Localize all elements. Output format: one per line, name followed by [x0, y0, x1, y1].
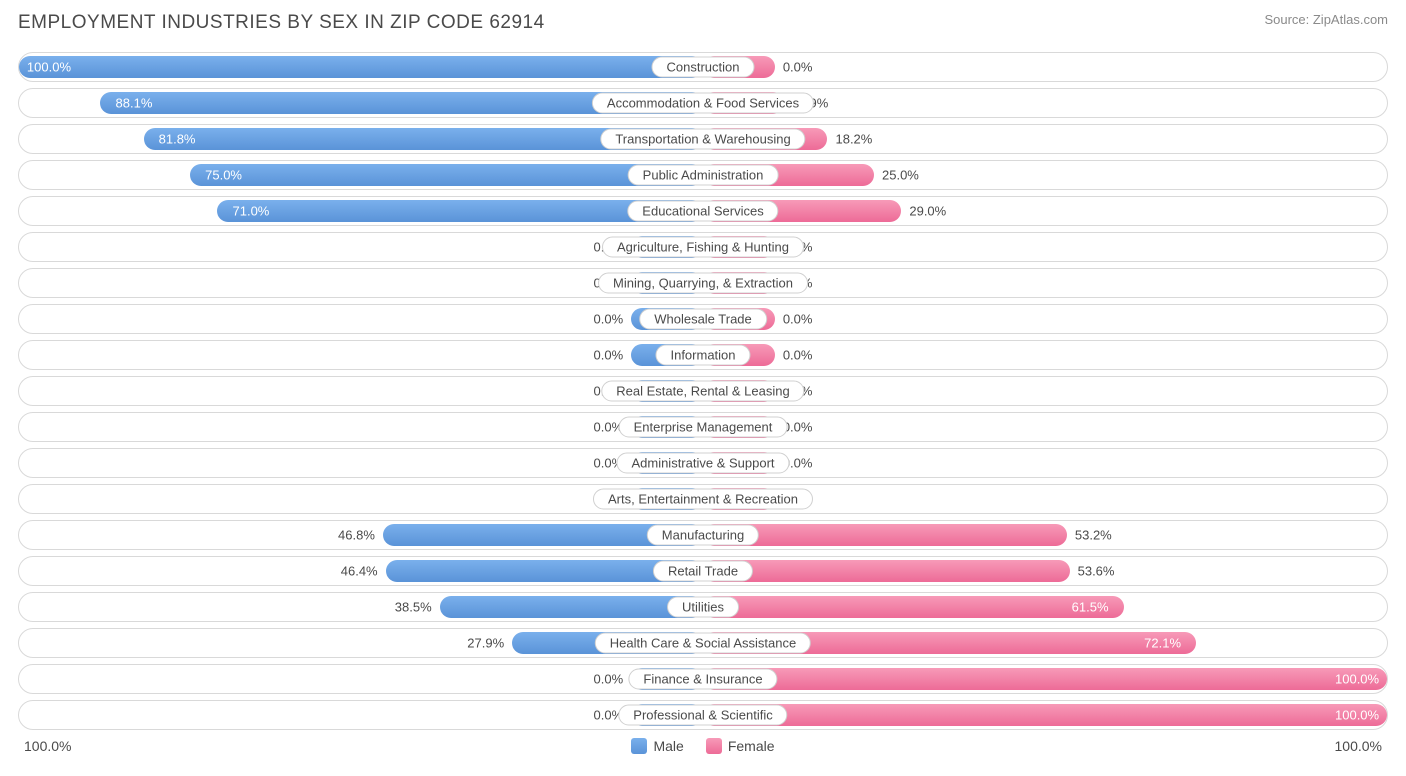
chart-row: 0.0% 0.0% Information [18, 340, 1388, 370]
male-value: 0.0% [594, 348, 624, 363]
chart-row: 38.5% 61.5% Utilities [18, 592, 1388, 622]
male-value: 38.5% [395, 600, 432, 615]
female-value: 53.2% [1075, 528, 1112, 543]
legend-female: Female [706, 738, 775, 754]
male-value: 71.0% [233, 204, 270, 219]
female-value: 72.1% [1144, 636, 1181, 651]
legend: Male Female [631, 738, 774, 754]
female-value: 0.0% [783, 312, 813, 327]
female-value: 53.6% [1078, 564, 1115, 579]
female-bar [703, 704, 1387, 726]
chart-row: 0.0%0.0%Agriculture, Fishing & Hunting [18, 232, 1388, 262]
category-label: Wholesale Trade [639, 309, 767, 330]
category-label: Information [655, 345, 750, 366]
female-value: 100.0% [1335, 708, 1379, 723]
category-label: Transportation & Warehousing [600, 129, 805, 150]
category-label: Retail Trade [653, 561, 753, 582]
category-label: Mining, Quarrying, & Extraction [598, 273, 808, 294]
chart-source: Source: ZipAtlas.com [1264, 12, 1388, 27]
chart-header: EMPLOYMENT INDUSTRIES BY SEX IN ZIP CODE… [18, 12, 1388, 34]
category-label: Professional & Scientific [618, 705, 787, 726]
category-label: Accommodation & Food Services [592, 93, 814, 114]
axis-left-label: 100.0% [24, 738, 71, 754]
male-bar [440, 596, 703, 618]
female-value: 100.0% [1335, 672, 1379, 687]
female-value: 29.0% [909, 204, 946, 219]
female-bar [703, 596, 1124, 618]
chart-row: 27.9% 72.1% Health Care & Social Assistanc… [18, 628, 1388, 658]
category-label: Agriculture, Fishing & Hunting [602, 237, 804, 258]
chart-row: 0.0%0.0%Mining, Quarrying, & Extraction [18, 268, 1388, 298]
chart-row: 46.4% 53.6% Retail Trade [18, 556, 1388, 586]
legend-male-label: Male [653, 738, 683, 754]
female-value: 0.0% [783, 60, 813, 75]
male-value: 75.0% [205, 168, 242, 183]
male-swatch [631, 738, 647, 754]
category-label: Public Administration [628, 165, 779, 186]
chart-row: 0.0%0.0%Real Estate, Rental & Leasing [18, 376, 1388, 406]
chart-row: 0.0% 0.0% Wholesale Trade [18, 304, 1388, 334]
category-label: Manufacturing [647, 525, 759, 546]
chart-row: 81.8% 18.2% Transportation & Warehousing [18, 124, 1388, 154]
axis-right-label: 100.0% [1335, 738, 1382, 754]
chart-row: 0.0%0.0%Arts, Entertainment & Recreation [18, 484, 1388, 514]
female-value: 0.0% [783, 348, 813, 363]
chart-row: 100.0% 0.0% Construction [18, 52, 1388, 82]
male-bar [19, 56, 703, 78]
chart-row: 0.0%0.0%Administrative & Support [18, 448, 1388, 478]
male-value: 88.1% [116, 96, 153, 111]
category-label: Health Care & Social Assistance [595, 633, 811, 654]
chart-row: 88.1%11.9%Accommodation & Food Services [18, 88, 1388, 118]
male-value: 81.8% [159, 132, 196, 147]
category-label: Utilities [667, 597, 739, 618]
chart-title: EMPLOYMENT INDUSTRIES BY SEX IN ZIP CODE… [18, 12, 545, 34]
male-value: 0.0% [594, 672, 624, 687]
chart-footer: 100.0% Male Female 100.0% [18, 738, 1388, 754]
category-label: Construction [652, 57, 755, 78]
category-label: Educational Services [627, 201, 778, 222]
chart-row: 0.0%0.0%Enterprise Management [18, 412, 1388, 442]
chart-row: 46.8% 53.2% Manufacturing [18, 520, 1388, 550]
male-value: 46.4% [341, 564, 378, 579]
female-value: 25.0% [882, 168, 919, 183]
butterfly-chart: 100.0% 0.0% Construction 88.1%11.9%Accommod… [18, 52, 1388, 730]
male-value: 27.9% [467, 636, 504, 651]
female-value: 18.2% [835, 132, 872, 147]
male-bar [190, 164, 703, 186]
female-bar [703, 560, 1070, 582]
female-bar [703, 668, 1387, 690]
male-value: 100.0% [27, 60, 71, 75]
male-value: 0.0% [594, 312, 624, 327]
category-label: Administrative & Support [616, 453, 789, 474]
male-value: 46.8% [338, 528, 375, 543]
chart-row: 0.0% 100.0% Finance & Insurance [18, 664, 1388, 694]
female-value: 61.5% [1072, 600, 1109, 615]
category-label: Enterprise Management [619, 417, 788, 438]
category-label: Finance & Insurance [628, 669, 777, 690]
category-label: Real Estate, Rental & Leasing [601, 381, 804, 402]
chart-row: 75.0% 25.0% Public Administration [18, 160, 1388, 190]
legend-male: Male [631, 738, 683, 754]
category-label: Arts, Entertainment & Recreation [593, 489, 813, 510]
chart-row: 0.0%100.0%Professional & Scientific [18, 700, 1388, 730]
female-swatch [706, 738, 722, 754]
legend-female-label: Female [728, 738, 775, 754]
chart-row: 71.0% 29.0% Educational Services [18, 196, 1388, 226]
